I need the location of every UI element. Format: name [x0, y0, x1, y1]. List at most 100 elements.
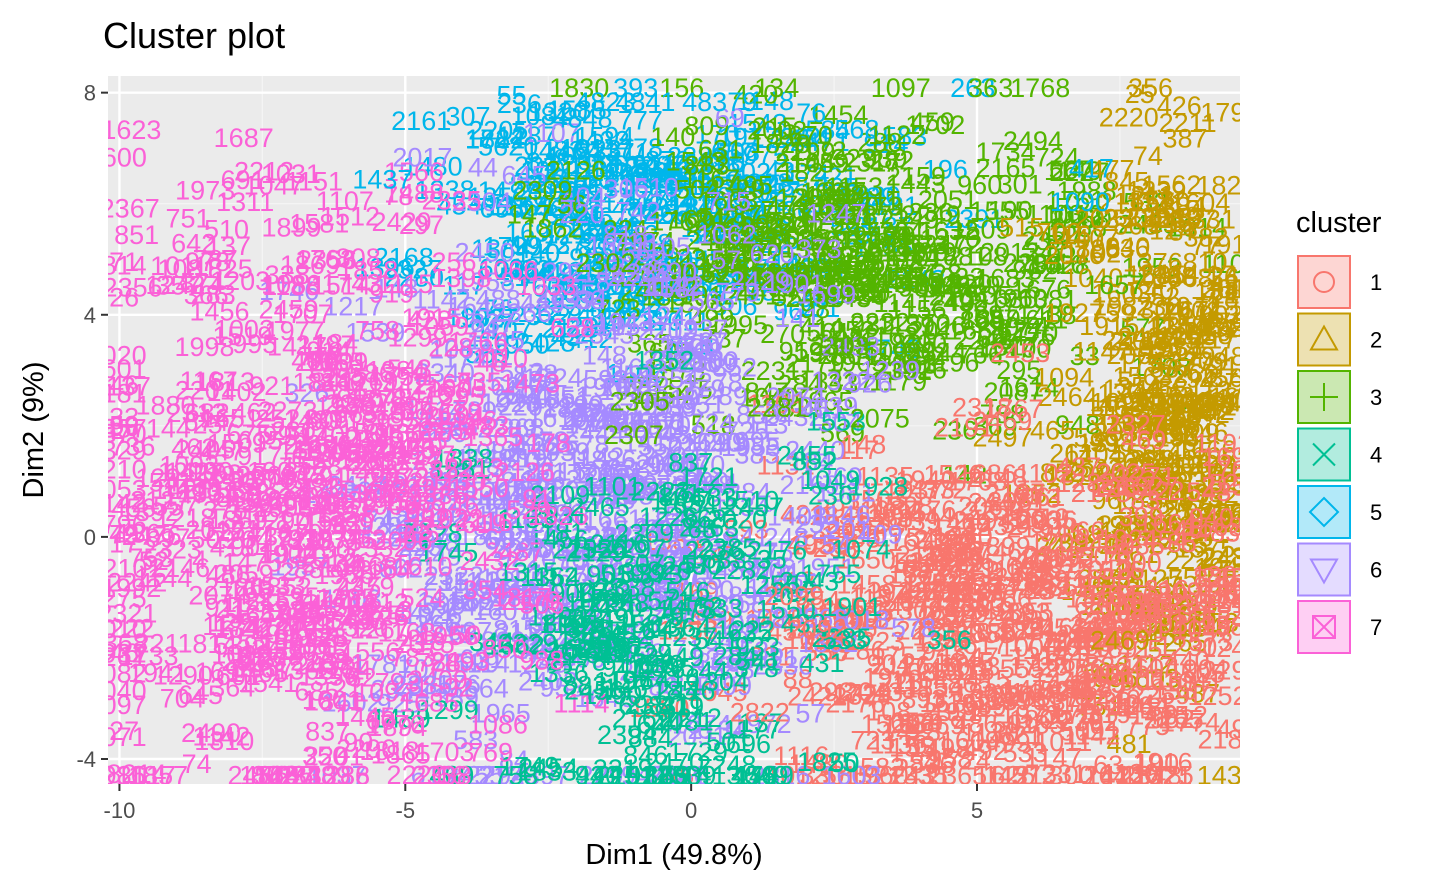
cluster-5-point: 1697 — [505, 218, 565, 248]
cluster-5-point: 2317 — [573, 172, 633, 202]
cluster-5-point: 1000 — [520, 155, 580, 185]
cluster-4-point: 2276 — [685, 536, 745, 566]
cluster-7-point: 1859 — [208, 505, 268, 535]
cluster-2-point: 2098 — [1201, 274, 1261, 304]
cluster-4-point: 2169 — [612, 703, 672, 733]
cluster-5-point: 150 — [709, 194, 754, 224]
cluster-5-point: 306 — [712, 291, 757, 321]
point-label: 76 — [796, 98, 826, 128]
cluster-5-point: 196 — [923, 155, 968, 185]
cluster-5-point: 387 — [612, 231, 657, 261]
cluster-7-point: 914 — [306, 336, 351, 366]
cluster-6-point: 141 — [775, 303, 820, 333]
cluster-5-point: 882 — [561, 261, 606, 291]
cluster-4-point: 356 — [927, 625, 972, 655]
point-label: 1432 — [570, 126, 630, 156]
cluster-5-point: 111 — [683, 190, 724, 220]
cluster-5-point: 1028 — [597, 305, 657, 335]
cluster-5-point: 982 — [569, 243, 614, 273]
legend-label: 3 — [1370, 385, 1382, 410]
cluster-5-point: 964 — [773, 296, 818, 326]
cluster-7-point: 2220 — [387, 760, 447, 790]
cluster-5-point: 1320 — [528, 97, 588, 127]
cluster-5-point: 975 — [743, 140, 788, 170]
cluster-5-point: 55 — [496, 81, 526, 111]
cluster-7-point: 1998 — [174, 332, 234, 362]
cluster-1-point: 1209 — [1141, 577, 1201, 607]
cluster-5-point: 220 — [654, 277, 699, 307]
cluster-5-point: 174 — [784, 159, 829, 189]
cluster-7-point: 1097 — [87, 690, 147, 720]
legend: cluster 1 2 3 4 5 6 7 — [1296, 207, 1382, 654]
cluster-1-point: 1192 — [1194, 429, 1252, 459]
cluster-5-point: 492 — [506, 254, 551, 284]
cluster-7-point: 1445 — [335, 702, 395, 732]
cluster-5-point: 1922 — [510, 230, 570, 260]
point-label: 48379 — [682, 87, 757, 117]
cluster-7-point: 1123 — [289, 622, 347, 652]
x-tick-label: 0 — [685, 798, 697, 823]
x-axis-title: Dim1 (49.8%) — [585, 839, 762, 871]
cluster-3-point: 1768 — [1010, 73, 1070, 103]
legend-item-7: 7 — [1297, 600, 1382, 654]
cluster-7-point: 850 — [482, 634, 527, 664]
cluster-5-point: 821 — [715, 263, 760, 293]
cluster-7-point: 1398 — [431, 263, 491, 293]
cluster-5-point: 2205 — [468, 116, 528, 146]
cluster-2-point: 1822 — [1196, 170, 1256, 200]
cluster-5-point: 207 — [569, 312, 614, 342]
cluster-4-point: 236 — [808, 481, 853, 511]
legend-key — [1297, 312, 1351, 367]
cluster-point-clouds: 1495211040610861011110210101511199811031… — [87, 73, 1261, 790]
cluster-7-point: 524 — [400, 583, 445, 613]
cluster-4-point: 50 — [829, 748, 859, 778]
cluster-7-point: 1906 — [358, 491, 418, 521]
point-label: 8214 — [107, 759, 167, 789]
cluster-7-point: 1378 — [347, 385, 407, 415]
cluster-5-point: 1950 — [490, 330, 550, 360]
cluster-3-point: 1196 — [921, 348, 979, 378]
cluster-5-point: 64 — [640, 233, 670, 263]
cluster-1-point: 49 — [1216, 714, 1246, 744]
cluster-5-point: 76 — [483, 294, 513, 324]
cluster-5-point: 742 — [735, 170, 780, 200]
cluster-5-point: 605 — [814, 172, 859, 202]
cluster-5-point: 1389 — [836, 182, 896, 212]
cluster-1-point: 300 — [1049, 760, 1094, 790]
legend-key — [1297, 485, 1351, 539]
cluster-1-point: 1664 — [1137, 509, 1197, 539]
cluster-5-point: 1010 — [589, 157, 649, 187]
legend-item-2: 2 — [1297, 312, 1382, 367]
cluster-5-point: 1596 — [632, 270, 692, 300]
cluster-7-point: 1694 — [195, 657, 255, 687]
cluster-5-point: 1103 — [798, 188, 856, 218]
cluster-5-point: 927 — [756, 178, 801, 208]
cluster-5-point: 2347 — [605, 169, 665, 199]
cluster-5-point: 1920 — [841, 181, 901, 211]
cluster-5-point: 639 — [554, 268, 599, 298]
cluster-5-point: 2109 — [736, 206, 796, 236]
cluster-5-point: 2215 — [558, 174, 618, 204]
cluster-5-point: 970 — [668, 173, 713, 203]
cluster-5-point: 2418 — [495, 256, 555, 286]
legend-item-6: 6 — [1297, 542, 1382, 597]
cluster-6-point: 852 — [712, 353, 757, 383]
cluster-5-point: 1511 — [558, 189, 616, 219]
cluster-7-point: 769 — [468, 737, 513, 767]
x-tick-label: 5 — [971, 798, 983, 823]
cluster-5-point: 827 — [736, 259, 781, 289]
cluster-5-point: 899 — [666, 167, 711, 197]
legend-label: 4 — [1370, 443, 1382, 468]
cluster-5-point: 2280 — [384, 263, 444, 293]
cluster-5-point: 1633 — [729, 225, 789, 255]
cluster-5-point: 2134 — [537, 292, 597, 322]
cluster-4-point: 420 — [575, 760, 620, 790]
cluster-5-point: 1495 — [686, 149, 746, 179]
cluster-3-point: 960 — [1003, 284, 1048, 314]
cluster-7-point: 1086 — [468, 710, 528, 740]
cluster-5-point: 2423 — [695, 219, 755, 249]
cluster-1-point: 2440 — [1081, 684, 1141, 714]
cluster-3-point: 2159 — [886, 161, 946, 191]
cluster-5-point: 1724 — [465, 124, 525, 154]
point-label: 2299 — [775, 137, 835, 167]
